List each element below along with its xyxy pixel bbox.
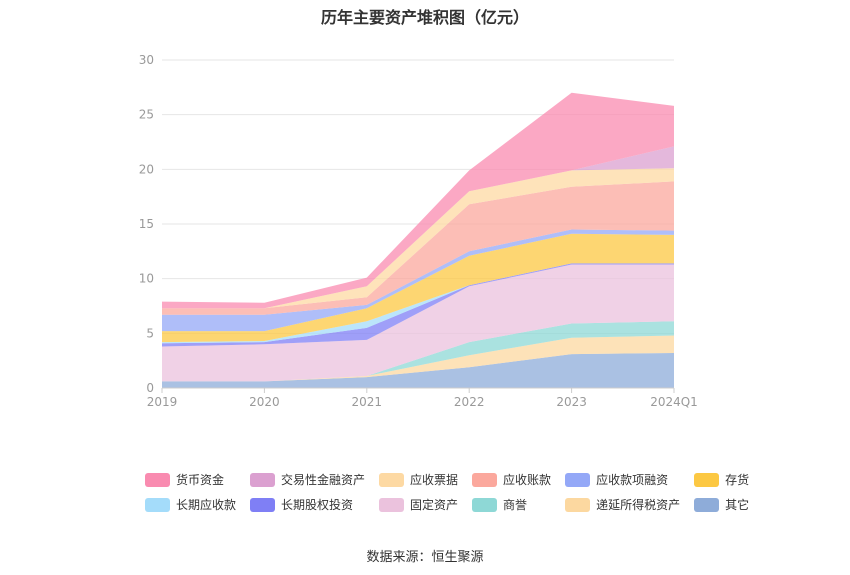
legend-label: 货币资金 xyxy=(176,473,225,487)
area-series-0 xyxy=(162,353,674,388)
legend-item[interactable]: 商誉 xyxy=(472,496,551,513)
legend-item[interactable]: 应收票据 xyxy=(379,471,458,488)
legend-swatch xyxy=(694,497,720,512)
area-series-6 xyxy=(162,233,674,343)
stacked-area-chart: 0 5 10 15 20 25 30 2019 2020 2021 2022 2023 2024Q1 xyxy=(139,53,698,409)
legend-swatch xyxy=(565,497,591,512)
x-tick-label: 2022 xyxy=(454,395,485,409)
y-tick-label: 0 xyxy=(146,381,154,395)
y-tick-label: 20 xyxy=(139,162,154,176)
legend-item[interactable]: 存货 xyxy=(694,471,749,488)
legend-label: 长期股权投资 xyxy=(281,498,354,512)
legend-label: 商誉 xyxy=(503,498,528,512)
area-series-8 xyxy=(162,181,674,315)
legend-item[interactable]: 递延所得税资产 xyxy=(565,496,680,513)
legend-label: 递延所得税资产 xyxy=(596,498,681,512)
y-tick-label: 25 xyxy=(139,108,154,122)
legend-item[interactable]: 交易性金融资产 xyxy=(250,471,365,488)
y-tick-label: 10 xyxy=(139,272,154,286)
legend-label: 应收账款 xyxy=(503,473,552,487)
area-series-1 xyxy=(162,335,674,382)
area-layer xyxy=(162,92,674,388)
legend-swatch xyxy=(472,497,498,512)
legend-item[interactable]: 长期股权投资 xyxy=(250,496,365,513)
legend-label: 应收款项融资 xyxy=(596,473,669,487)
legend-swatch xyxy=(250,472,276,487)
x-tick-label: 2020 xyxy=(249,395,280,409)
legend: 货币资金 交易性金融资产 应收票据 应收账款 应收款项融资 存货长期应收款 长期股权投资 固定… xyxy=(145,471,749,513)
legend-item[interactable]: 长期应收款 xyxy=(145,496,236,513)
area-series-5 xyxy=(162,263,674,344)
area-series-3 xyxy=(162,264,674,382)
legend-label: 固定资产 xyxy=(410,498,459,512)
legend-label: 交易性金融资产 xyxy=(281,473,366,487)
legend-item[interactable]: 货币资金 xyxy=(145,471,236,488)
data-source: 数据来源：恒生聚源 xyxy=(366,550,484,565)
legend-swatch xyxy=(472,472,498,487)
area-series-2 xyxy=(162,321,674,382)
x-tick-label: 2023 xyxy=(556,395,587,409)
legend-label: 其它 xyxy=(725,498,750,512)
legend-swatch xyxy=(565,472,591,487)
legend-swatch xyxy=(145,472,170,487)
legend-swatch xyxy=(145,497,170,512)
area-series-9 xyxy=(162,168,674,309)
x-tick-label: 2024Q1 xyxy=(650,395,698,409)
y-tick-label: 15 xyxy=(139,217,154,231)
legend-swatch xyxy=(379,497,405,512)
y-tick-label: 30 xyxy=(139,53,154,67)
legend-label: 应收票据 xyxy=(410,473,459,487)
legend-label: 长期应收款 xyxy=(176,498,237,512)
axes: 0 5 10 15 20 25 30 2019 2020 2021 2022 2023 2024Q1 xyxy=(139,53,698,409)
area-series-7 xyxy=(162,229,674,332)
legend-swatch xyxy=(250,497,276,512)
area-series-11 xyxy=(162,92,674,309)
legend-item[interactable]: 固定资产 xyxy=(379,496,458,513)
legend-item[interactable]: 应收款项融资 xyxy=(565,471,680,488)
legend-item[interactable]: 其它 xyxy=(694,496,749,513)
legend-label: 存货 xyxy=(725,473,750,487)
chart-title: 历年主要资产堆积图（亿元） xyxy=(320,8,529,27)
area-series-10 xyxy=(162,146,674,309)
x-tick-label: 2019 xyxy=(147,395,178,409)
y-tick-label: 5 xyxy=(146,326,154,340)
legend-item[interactable]: 应收账款 xyxy=(472,471,551,488)
x-tick-label: 2021 xyxy=(352,395,383,409)
legend-swatch xyxy=(694,472,720,487)
legend-swatch xyxy=(379,472,405,487)
